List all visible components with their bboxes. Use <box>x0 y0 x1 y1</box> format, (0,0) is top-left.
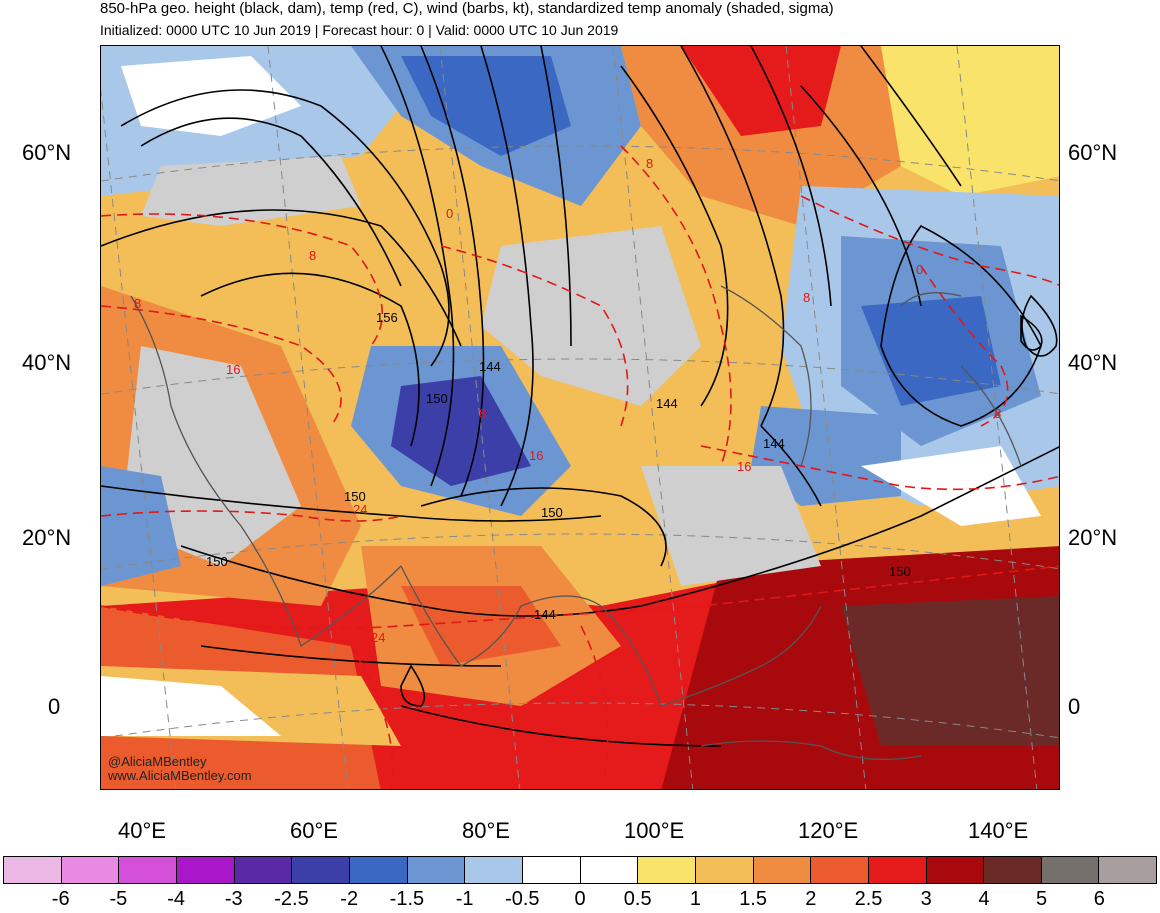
temp-label: 8 <box>479 406 486 421</box>
chart-subtitle: Initialized: 0000 UTC 10 Jun 2019 | Fore… <box>100 22 619 38</box>
colorbar-label: 0.5 <box>623 888 652 910</box>
height-label: 156 <box>376 310 398 325</box>
lon-label-60e: 60°E <box>290 818 338 843</box>
coastlines <box>130 285 1022 760</box>
colorbar-label: -4 <box>167 888 185 910</box>
colorbar-swatch <box>753 857 812 883</box>
lat-label-40n-left: 40°N <box>22 350 72 375</box>
colorbar-label: -2 <box>340 888 359 910</box>
height-label: 150 <box>426 391 448 406</box>
colorbar-swatch <box>868 857 927 883</box>
lon-label-40e: 40°E <box>118 818 166 843</box>
lat-label-20n-left: 20°N <box>22 525 72 550</box>
credit-handle: @AliciaMBentley <box>108 754 207 769</box>
colorbar-label: 1 <box>689 888 701 910</box>
colorbar-swatch <box>638 857 696 883</box>
colorbar-label: 2.5 <box>854 888 883 910</box>
height-label: 150 <box>889 564 911 579</box>
chart-title: 850-hPa geo. height (black, dam), temp (… <box>100 0 834 17</box>
colorbar-swatch <box>580 857 639 883</box>
height-label: 150 <box>206 554 228 569</box>
colorbar-label: 3 <box>920 888 932 910</box>
temperature-labels: 8 0 8 16 8 16 24 24 8 16 0 8 8 <box>134 156 1001 645</box>
colorbar-label: 1.5 <box>739 888 767 910</box>
colorbar-swatch <box>176 857 235 883</box>
colorbar-label: 4 <box>978 888 990 910</box>
colorbar-label: 5 <box>1036 888 1048 910</box>
height-label: 144 <box>763 436 785 451</box>
lat-label-40n-right: 40°N <box>1068 350 1118 375</box>
colorbar-swatch <box>926 857 985 883</box>
colorbar-label: 2 <box>805 888 817 910</box>
lon-label-100e: 100°E <box>624 818 685 843</box>
lon-label-120e: 120°E <box>798 818 859 843</box>
colorbar-label: -0.5 <box>505 888 540 910</box>
colorbar-label: -1.5 <box>389 888 425 910</box>
colorbar-swatch <box>61 857 120 883</box>
colorbar-label: -2.5 <box>274 888 309 910</box>
temp-label: 24 <box>353 502 367 517</box>
parallel-line <box>101 702 1059 739</box>
weather-map: 156 144 150 144 144 150 150 144 150 150 … <box>100 45 1060 790</box>
colorbar-swatch <box>407 857 466 883</box>
colorbar-label: -5 <box>109 888 128 910</box>
temp-label: 8 <box>646 156 653 171</box>
anomaly-colorbar <box>3 856 1157 884</box>
map-canvas: 156 144 150 144 144 150 150 144 150 150 … <box>101 46 1059 789</box>
temp-label: 0 <box>446 206 453 221</box>
colorbar-swatch <box>984 857 1042 883</box>
height-label: 144 <box>479 359 501 374</box>
colorbar-swatch <box>1099 857 1157 883</box>
temp-label: 0 <box>916 262 923 277</box>
temp-label: 24 <box>371 630 385 645</box>
credit-url: www.AliciaMBentley.com <box>108 768 252 783</box>
parallel-line <box>101 358 1059 395</box>
lat-label-60n-left: 60°N <box>22 140 72 165</box>
temp-label: 16 <box>529 448 543 463</box>
lon-label-140e: 140°E <box>968 818 1029 843</box>
temp-label: 8 <box>994 406 1001 421</box>
anomaly-shading <box>101 46 1059 789</box>
lat-label-60n-right: 60°N <box>1068 140 1118 165</box>
lat-label-eq-left: 0 <box>48 694 61 719</box>
colorbar-label: 0 <box>574 888 586 910</box>
colorbar-label: 6 <box>1093 888 1105 910</box>
colorbar-swatch <box>522 857 581 883</box>
lat-label-eq-right: 0 <box>1068 694 1081 719</box>
height-labels: 156 144 150 144 144 150 150 144 150 150 <box>206 310 911 622</box>
temp-label: 16 <box>737 459 751 474</box>
colorbar-label: -1 <box>455 888 474 910</box>
colorbar-label: -3 <box>224 888 243 910</box>
temperature-contours <box>101 145 1059 789</box>
temp-label: 8 <box>309 248 316 263</box>
height-label: 150 <box>344 489 366 504</box>
temp-label: 8 <box>134 296 141 311</box>
colorbar-swatch <box>349 857 408 883</box>
colorbar-swatch <box>292 857 350 883</box>
colorbar-swatch <box>811 857 869 883</box>
colorbar-swatch <box>119 857 177 883</box>
graticule <box>101 46 1059 789</box>
parallel-line <box>101 533 1059 570</box>
colorbar-swatch <box>695 857 754 883</box>
temp-label: 8 <box>803 290 810 305</box>
height-label: 144 <box>534 607 556 622</box>
colorbar-swatch <box>1041 857 1100 883</box>
parallel-line <box>101 145 1059 182</box>
colorbar-swatch <box>4 857 62 883</box>
colorbar-swatch <box>465 857 523 883</box>
temp-label: 16 <box>226 362 240 377</box>
height-label: 150 <box>541 505 563 520</box>
colorbar-swatch <box>234 857 293 883</box>
colorbar-label: -6 <box>51 888 70 910</box>
lon-label-80e: 80°E <box>462 818 510 843</box>
height-label: 144 <box>656 396 678 411</box>
lat-label-20n-right: 20°N <box>1068 525 1118 550</box>
